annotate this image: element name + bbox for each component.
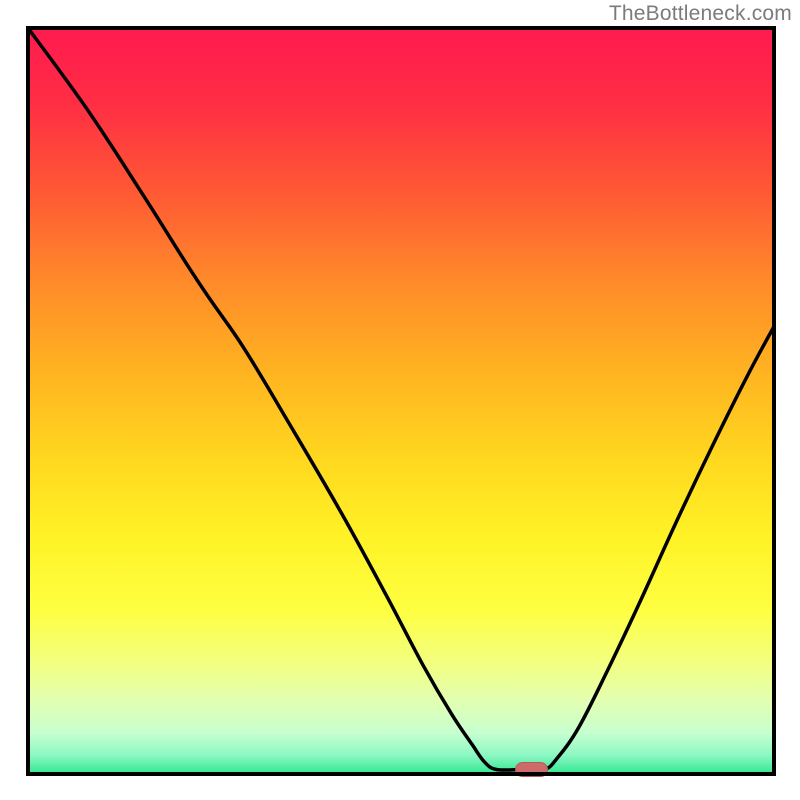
bottleneck-curve-chart [0, 0, 800, 800]
watermark-text: TheBottleneck.com [609, 2, 792, 26]
chart-container: TheBottleneck.com [0, 0, 800, 800]
plot-gradient [28, 28, 774, 774]
